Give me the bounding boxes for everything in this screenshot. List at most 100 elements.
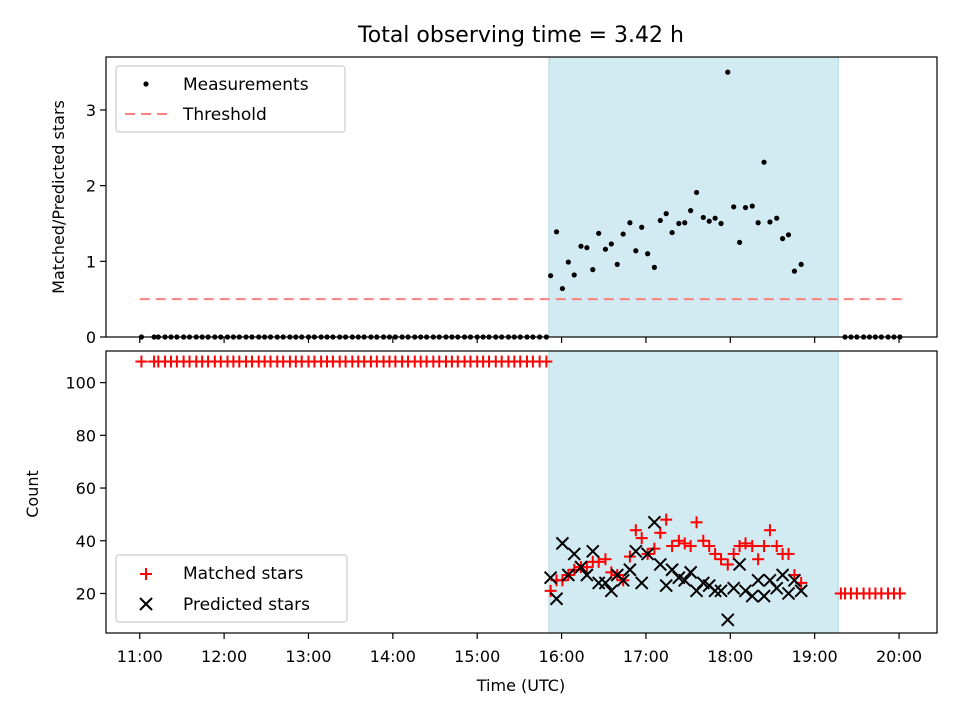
predicted-star-point xyxy=(708,584,722,598)
legend-plus-glyph xyxy=(140,568,152,580)
predicted-star-point xyxy=(745,589,759,603)
predicted-star-point xyxy=(781,586,796,601)
matched-star-point xyxy=(697,534,710,547)
matched-star-point xyxy=(752,553,765,566)
predicted-star-point xyxy=(549,592,564,606)
predicted-star-point xyxy=(623,563,637,577)
matched-star-point xyxy=(690,516,703,529)
predicted-star-point xyxy=(751,573,765,587)
bottom-legend: Matched stars Predicted stars xyxy=(115,554,348,623)
x-tick-label: 18:00 xyxy=(707,647,753,666)
x-tick-label: 17:00 xyxy=(623,647,669,666)
legend-predicted-label: Predicted stars xyxy=(183,595,310,615)
matched-star-point xyxy=(703,540,716,553)
legend-matched-label: Matched stars xyxy=(183,564,303,584)
y-tick-label: 80 xyxy=(76,426,96,445)
predicted-star-point xyxy=(567,547,581,561)
measurement-point xyxy=(682,220,688,226)
measurement-point xyxy=(596,230,602,236)
legend-threshold-label: Threshold xyxy=(182,105,267,125)
matched-star-point xyxy=(684,540,697,553)
matched-star-point xyxy=(592,555,605,568)
measurement-point xyxy=(742,204,749,211)
measurement-point xyxy=(608,241,614,247)
observing-span-top xyxy=(548,56,839,338)
measurement-point xyxy=(639,224,645,230)
measurement-point xyxy=(736,239,743,246)
measurement-point xyxy=(780,236,786,242)
y-tick-label: 0 xyxy=(86,328,96,347)
matched-star-point xyxy=(580,561,593,574)
matched-star-point xyxy=(678,537,691,550)
x-axis-label: Time (UTC) xyxy=(476,676,565,695)
top-axes-frame xyxy=(105,56,938,338)
measurement-point xyxy=(774,215,780,221)
measurement-point xyxy=(645,251,651,257)
predicted-star-point xyxy=(794,584,808,598)
predicted-star-point xyxy=(659,578,673,593)
y-tick-label: 2 xyxy=(86,177,96,196)
predicted-star-point xyxy=(598,576,613,590)
predicted-star-point xyxy=(769,581,784,595)
y-tick-label: 100 xyxy=(65,374,96,393)
predicted-star-point xyxy=(714,584,728,598)
measurement-point xyxy=(706,218,712,224)
matched-star-point xyxy=(721,558,734,571)
measurement-point xyxy=(791,268,798,274)
measurement-point xyxy=(712,215,718,221)
predicted-star-point xyxy=(787,573,802,587)
predicted-star-point xyxy=(775,568,790,582)
matched-star-point xyxy=(727,547,740,560)
predicted-star-point xyxy=(640,547,655,561)
measurement-point xyxy=(578,243,584,249)
top-legend: Measurements Threshold xyxy=(115,65,346,133)
matched-star-point xyxy=(758,540,771,553)
measurement-point xyxy=(785,232,792,238)
predicted-star-point xyxy=(555,536,570,551)
predicted-star-point xyxy=(653,557,667,572)
x-tick-label: 15:00 xyxy=(454,647,500,666)
x-tick-label: 19:00 xyxy=(792,647,838,666)
predicted-star-point xyxy=(543,570,558,585)
y-tick-label: 3 xyxy=(86,101,96,120)
matched-star-point xyxy=(135,355,148,368)
predicted-star-point xyxy=(647,515,662,530)
matched-star-point xyxy=(599,553,612,566)
x-tick-label: 11:00 xyxy=(117,647,163,666)
predicted-star-point xyxy=(580,568,594,582)
bottom-axes-frame xyxy=(105,350,938,634)
measurement-point xyxy=(669,229,675,236)
measurement-point xyxy=(718,220,724,227)
matched-star-point xyxy=(715,553,728,566)
measurement-point xyxy=(633,248,639,254)
y-tick-label: 40 xyxy=(76,532,96,551)
matched-star-point xyxy=(763,524,776,537)
matched-star-point xyxy=(746,540,759,553)
observing-span-bottom xyxy=(548,350,839,634)
matched-star-point xyxy=(654,526,667,539)
predicted-star-point xyxy=(561,568,576,582)
predicted-star-point xyxy=(683,565,698,580)
legend-matched-marker xyxy=(140,568,152,580)
measurement-point xyxy=(761,159,767,165)
matched-star-point xyxy=(733,540,746,553)
measurement-point xyxy=(767,219,773,225)
measurement-point xyxy=(614,261,620,267)
top-panel: 0 1 2 3 Matched/Predicted stars Measurement… xyxy=(49,56,938,347)
y-tick-label: 60 xyxy=(76,479,96,498)
bottom-legend-box xyxy=(115,554,348,623)
predicted-star-point xyxy=(721,613,735,627)
matched-star-point xyxy=(660,513,673,526)
matched-star-point xyxy=(672,534,685,547)
matched-star-point xyxy=(540,355,553,368)
predicted-star-point xyxy=(678,573,692,587)
matched-stars-points xyxy=(135,355,906,600)
matched-star-point xyxy=(782,547,795,560)
measurement-point xyxy=(693,189,700,196)
predicted-star-point xyxy=(757,589,771,603)
x-tick-label: 16:00 xyxy=(539,647,585,666)
matched-star-point xyxy=(770,540,783,553)
measurement-point xyxy=(571,272,577,278)
top-legend-box xyxy=(115,65,346,133)
predicted-star-point xyxy=(586,544,600,559)
